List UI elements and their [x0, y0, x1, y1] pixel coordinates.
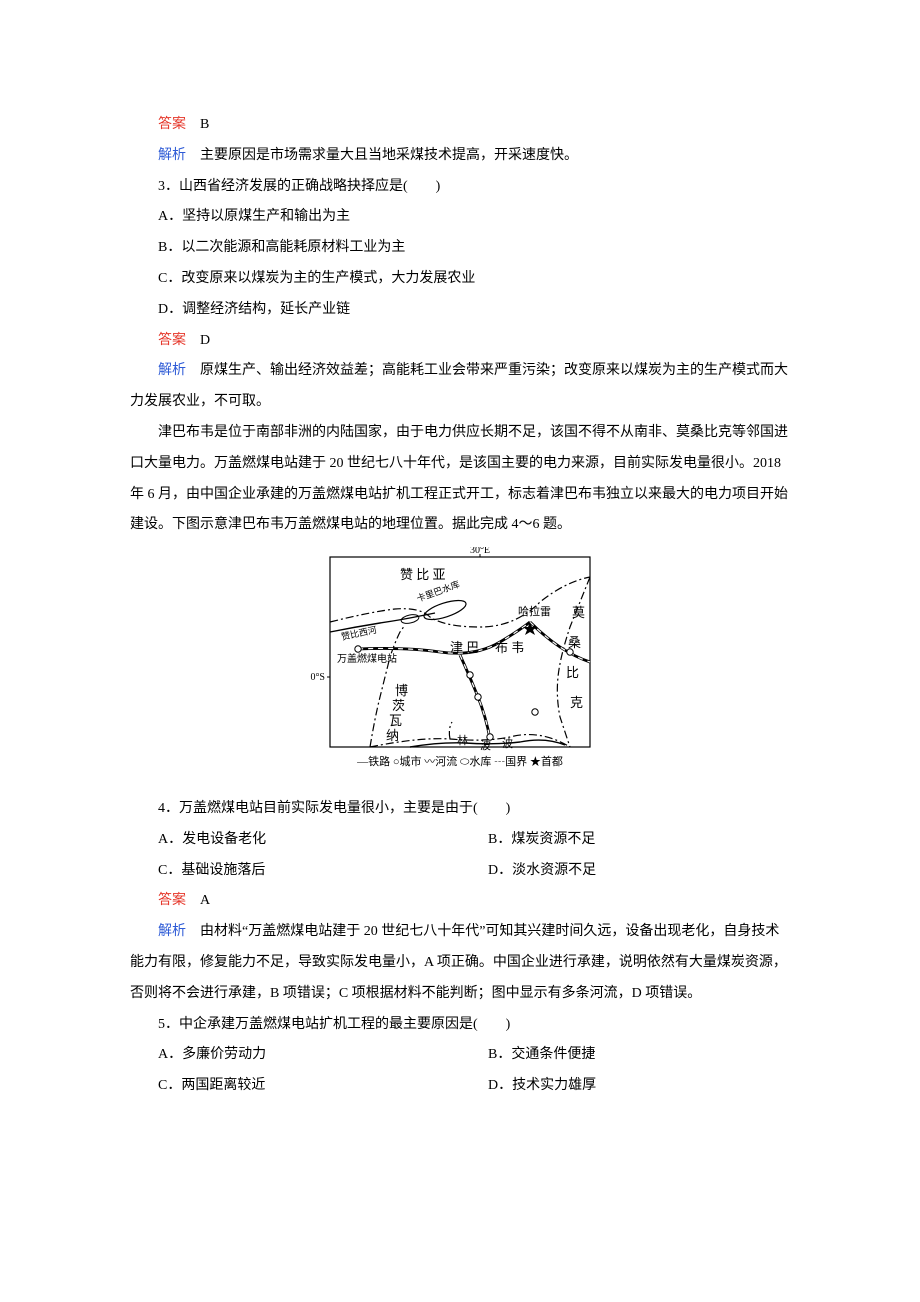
explanation-text: 主要原因是市场需求量大且当地采煤技术提高，开采速度快。 — [186, 148, 578, 163]
q4-row2: C．基础设施落后 D．淡水资源不足 — [130, 856, 790, 887]
answer-label: 答案 — [158, 333, 186, 348]
explanation-3: 解析 原煤生产、输出经济效益差；高能耗工业会带来严重污染；改变原来以煤炭为主的生… — [130, 356, 790, 418]
q5-option-b: B．交通条件便捷 — [460, 1040, 790, 1071]
label-sang: 桑 — [568, 635, 581, 650]
q4-row1: A．发电设备老化 B．煤炭资源不足 — [130, 825, 790, 856]
q4-stem: 4．万盖燃煤电站目前实际发电量很小，主要是由于( ) — [130, 794, 790, 825]
answer-2: 答案 B — [130, 110, 790, 141]
q4-option-c: C．基础设施落后 — [130, 856, 460, 887]
label-wa: 瓦 — [389, 713, 402, 728]
q3-option-c: C．改变原来以煤炭为主的生产模式，大力发展农业 — [130, 264, 790, 295]
label-zim: 津 巴 — [450, 640, 479, 655]
answer-4: 答案 A — [130, 886, 790, 917]
q5-option-a: A．多廉价劳动力 — [130, 1040, 460, 1071]
q5-stem: 5．中企承建万盖燃煤电站扩机工程的最主要原因是( ) — [130, 1010, 790, 1041]
label-bwe: 布 韦 — [495, 640, 524, 655]
page: 答案 B 解析 主要原因是市场需求量大且当地采煤技术提高，开采速度快。 3．山西… — [0, 0, 920, 1302]
city-2 — [475, 694, 481, 700]
q3-option-b: B．以二次能源和高能耗原材料工业为主 — [130, 233, 790, 264]
explanation-text: 原煤生产、输出经济效益差；高能耗工业会带来严重污染；改变原来以煤炭为主的生产模式… — [130, 363, 788, 409]
city-station — [355, 646, 361, 652]
answer-label: 答案 — [158, 117, 186, 132]
map-legend: —铁路 ○城市 〰河流 ⬭水库 ┄国界 ★首都 — [356, 754, 563, 768]
q5-option-c: C．两国距离较近 — [130, 1071, 460, 1102]
city-4 — [532, 709, 538, 715]
label-bo2: 波 — [480, 739, 491, 752]
label-na: 纳 — [386, 728, 399, 743]
lat-label: 20°S — [310, 672, 325, 683]
label-ke: 克 — [570, 695, 583, 710]
answer-value: A — [186, 893, 210, 908]
label-bi: 比 — [566, 665, 579, 680]
q5-row1: A．多廉价劳动力 B．交通条件便捷 — [130, 1040, 790, 1071]
explanation-2: 解析 主要原因是市场需求量大且当地采煤技术提高，开采速度快。 — [130, 141, 790, 172]
q4-option-a: A．发电设备老化 — [130, 825, 460, 856]
label-station: 万盖燃煤电站 — [337, 652, 397, 665]
label-bo: 博 — [395, 683, 408, 698]
q3-stem: 3．山西省经济发展的正确战略抉择应是( ) — [130, 172, 790, 203]
explanation-text: 由材料“万盖燃煤电站建于 20 世纪七八十年代”可知其兴建时间久远，设备出现老化… — [130, 924, 787, 1001]
explanation-4: 解析 由材料“万盖燃煤电站建于 20 世纪七八十年代”可知其兴建时间久远，设备出… — [130, 917, 790, 1009]
lon-label: 30°E — [470, 547, 490, 556]
explanation-label: 解析 — [158, 148, 186, 163]
answer-value: B — [186, 117, 209, 132]
passage: 津巴布韦是位于南部非洲的内陆国家，由于电力供应长期不足，该国不得不从南非、莫桑比… — [130, 418, 790, 541]
q5-row2: C．两国距离较近 D．技术实力雄厚 — [130, 1071, 790, 1102]
answer-label: 答案 — [158, 893, 186, 908]
map-svg: 30°E 20°S — [310, 547, 610, 777]
label-ci: 茨 — [392, 698, 405, 713]
q4-option-b: B．煤炭资源不足 — [460, 825, 790, 856]
map-figure: 30°E 20°S — [130, 547, 790, 790]
q5-option-d: D．技术实力雄厚 — [460, 1071, 790, 1102]
explanation-label: 解析 — [158, 924, 186, 939]
label-zambia: 赞 比 亚 — [400, 567, 446, 582]
label-harare: 哈拉雷 — [518, 604, 551, 618]
label-mo: 莫 — [572, 605, 585, 620]
city-1 — [467, 672, 473, 678]
explanation-label: 解析 — [158, 363, 186, 378]
q4-option-d: D．淡水资源不足 — [460, 856, 790, 887]
q3-option-a: A．坚持以原煤生产和输出为主 — [130, 202, 790, 233]
answer-value: D — [186, 333, 210, 348]
label-bo3: 波 — [502, 737, 513, 750]
q3-option-d: D．调整经济结构，延长产业链 — [130, 295, 790, 326]
label-lin: 林 — [457, 733, 468, 747]
answer-3: 答案 D — [130, 326, 790, 357]
